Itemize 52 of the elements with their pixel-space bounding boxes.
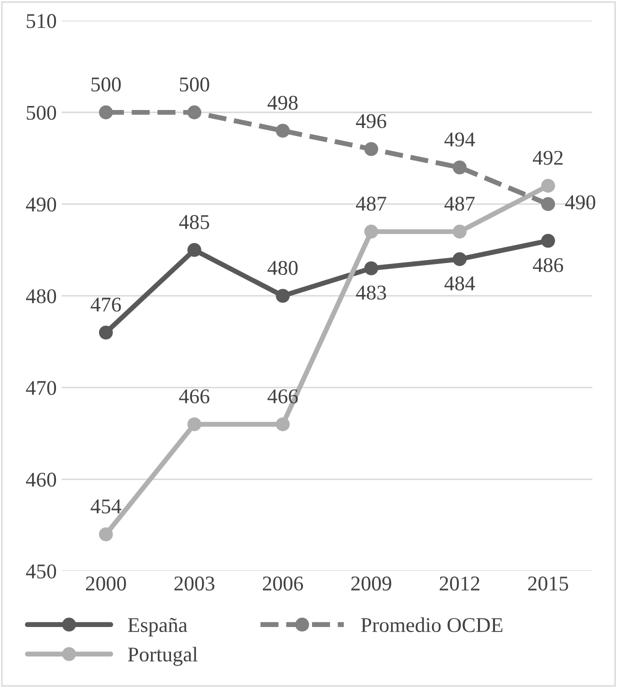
point bbox=[98, 527, 113, 542]
x-tick-label: 2009 bbox=[351, 576, 392, 591]
point bbox=[276, 417, 290, 432]
x-tick-label: 2003 bbox=[174, 576, 214, 591]
data-label: 486 bbox=[532, 258, 564, 272]
y-tick-label: 450 bbox=[26, 564, 56, 578]
data-label: 500 bbox=[92, 77, 121, 92]
data-label: 483 bbox=[356, 286, 386, 300]
point bbox=[98, 326, 113, 340]
data-label: 485 bbox=[179, 215, 210, 230]
x-tick-label: 2000 bbox=[86, 576, 126, 591]
point bbox=[187, 243, 202, 257]
point bbox=[452, 160, 467, 174]
point bbox=[187, 417, 202, 432]
data-label: 484 bbox=[444, 276, 475, 290]
data-label: 480 bbox=[268, 260, 298, 275]
data-label: 494 bbox=[444, 132, 475, 147]
point bbox=[276, 124, 290, 138]
point bbox=[98, 105, 113, 120]
y-tick-label: 470 bbox=[26, 380, 56, 396]
legend-label: Portugal bbox=[128, 646, 198, 666]
data-label: 454 bbox=[90, 500, 122, 514]
data-label: 492 bbox=[532, 150, 563, 165]
data-label: 487 bbox=[444, 196, 475, 211]
data-label: 500 bbox=[180, 77, 210, 92]
y-tick-label: 490 bbox=[26, 197, 56, 212]
point bbox=[364, 261, 378, 276]
point bbox=[541, 234, 556, 248]
x-tick-label: 2015 bbox=[528, 576, 568, 591]
data-label: 487 bbox=[356, 196, 386, 211]
data-label: 490 bbox=[565, 195, 596, 210]
y-tick-label: 510 bbox=[26, 14, 56, 28]
point bbox=[541, 197, 556, 212]
point bbox=[452, 252, 467, 266]
data-label: 476 bbox=[90, 298, 121, 312]
point bbox=[364, 142, 378, 156]
data-label: 498 bbox=[268, 96, 298, 110]
x-tick-label: 2012 bbox=[440, 576, 480, 591]
data-label: 466 bbox=[268, 389, 298, 404]
y-tick-label: 500 bbox=[26, 106, 56, 120]
legend-label: España bbox=[128, 618, 188, 636]
legend-label: Promedio OCDE bbox=[361, 617, 502, 632]
point bbox=[187, 105, 202, 120]
point bbox=[276, 288, 290, 303]
point bbox=[541, 178, 556, 193]
x-tick-label: 2006 bbox=[262, 576, 304, 591]
point bbox=[364, 224, 378, 239]
data-label: 496 bbox=[356, 114, 386, 128]
y-tick-label: 480 bbox=[26, 289, 56, 304]
y-tick-label: 460 bbox=[26, 472, 56, 487]
data-label: 466 bbox=[179, 389, 210, 404]
point bbox=[452, 224, 467, 239]
